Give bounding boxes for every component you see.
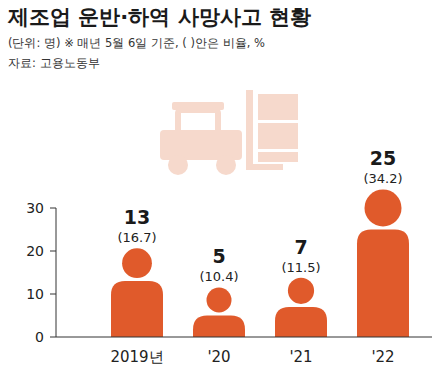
y-tick-label: 0 <box>35 329 44 345</box>
chart-root: 제조업 운반·하역 사망사고 현황 (단위: 명) ※ 매년 5월 6일 기준, … <box>0 0 438 386</box>
bar <box>357 230 409 338</box>
ratio-label: (34.2) <box>363 171 402 186</box>
ratio-label: (10.4) <box>199 269 238 284</box>
data-label: 7 <box>294 236 307 258</box>
title: 제조업 운반·하역 사망사고 현황 <box>7 5 311 29</box>
figure-head <box>288 278 314 304</box>
source: 자료: 고용노동부 <box>8 56 100 70</box>
bars <box>111 230 409 338</box>
figure-head <box>122 248 152 278</box>
y-tick <box>50 208 56 209</box>
y-tick-label: 30 <box>26 200 44 216</box>
data-label: 5 <box>212 245 225 267</box>
ratio-label: (16.7) <box>117 230 156 245</box>
ratio-label: (11.5) <box>281 260 320 275</box>
y-tick <box>50 294 56 295</box>
icon-part <box>216 155 236 175</box>
x-tick-label: 2019년 <box>110 348 163 366</box>
bar <box>111 281 163 337</box>
forklift-icon <box>160 90 298 175</box>
subtitle: (단위: 명) ※ 매년 5월 6일 기준, ( )안은 비율, % <box>8 36 265 50</box>
x-tick-label: '22 <box>371 348 394 366</box>
y-tick-label: 20 <box>26 243 44 259</box>
bar <box>275 307 327 337</box>
icon-part <box>258 123 298 149</box>
icon-part <box>168 155 188 175</box>
figure-head <box>206 287 231 312</box>
y-tick <box>50 337 56 338</box>
y-axis-line <box>56 208 57 337</box>
icon-part <box>253 164 283 170</box>
icon-part <box>246 90 253 170</box>
figure-head <box>364 189 401 226</box>
y-tick <box>50 251 56 252</box>
data-label: 13 <box>124 206 150 228</box>
x-tick-label: '21 <box>289 348 312 366</box>
data-label: 25 <box>370 147 396 169</box>
icon-part <box>258 152 298 162</box>
icon-part <box>258 94 298 120</box>
icon-part <box>160 130 242 160</box>
chart-svg: 제조업 운반·하역 사망사고 현황 (단위: 명) ※ 매년 5월 6일 기준, … <box>0 0 438 386</box>
x-tick-label: '20 <box>207 348 230 366</box>
x-axis-line <box>56 337 432 338</box>
bar <box>193 316 245 338</box>
y-tick-label: 10 <box>26 286 44 302</box>
